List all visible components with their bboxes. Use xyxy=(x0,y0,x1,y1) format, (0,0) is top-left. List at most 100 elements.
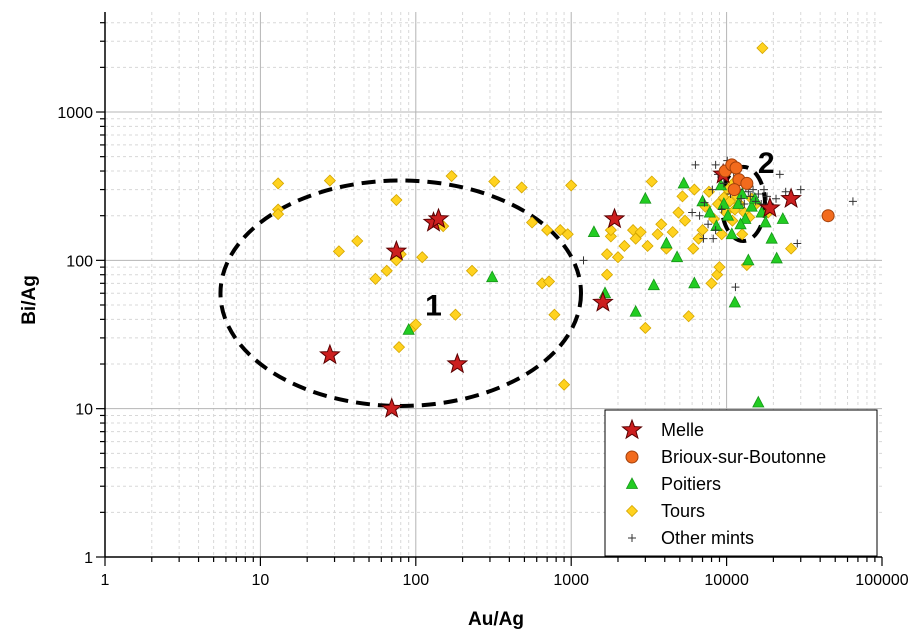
data-point xyxy=(737,194,746,203)
data-point xyxy=(746,192,755,201)
data-point xyxy=(542,275,556,288)
data-point xyxy=(445,169,458,183)
data-point xyxy=(700,198,709,207)
data-point xyxy=(678,214,692,227)
data-point xyxy=(765,231,778,244)
data-point xyxy=(660,236,673,249)
data-point xyxy=(600,248,614,261)
data-point xyxy=(691,160,700,169)
data-point xyxy=(793,239,802,248)
data-point xyxy=(676,190,689,203)
data-point xyxy=(785,242,798,255)
y-tick-label: 1 xyxy=(84,550,93,567)
data-point xyxy=(821,209,835,223)
data-point xyxy=(848,197,857,206)
data-point xyxy=(754,190,763,199)
data-point xyxy=(449,308,462,321)
data-point xyxy=(729,161,743,175)
data-point xyxy=(402,322,415,335)
data-point xyxy=(708,185,717,194)
data-point xyxy=(688,208,697,217)
y-tick-label: 10 xyxy=(75,402,93,419)
data-point xyxy=(717,197,731,209)
data-point xyxy=(446,352,469,374)
data-point xyxy=(666,226,679,239)
data-point xyxy=(734,217,747,230)
data-point xyxy=(727,183,741,197)
x-tick-label: 10 xyxy=(252,572,270,589)
data-point xyxy=(740,176,754,190)
data-point xyxy=(721,208,735,221)
data-point xyxy=(688,183,701,196)
axes xyxy=(96,12,883,566)
data-point xyxy=(351,234,364,248)
annotation-label: 1 xyxy=(425,290,442,323)
data-point xyxy=(748,191,762,204)
legend-label: Melle xyxy=(661,420,704,440)
legend-marker xyxy=(625,477,639,489)
data-point xyxy=(709,234,718,243)
data-point xyxy=(781,187,790,196)
data-point xyxy=(651,228,664,241)
data-point xyxy=(710,219,723,232)
data-point xyxy=(323,174,336,187)
legend-label: Poitiers xyxy=(661,474,721,494)
x-axis-title: Au/Ag xyxy=(468,609,524,630)
legend-item: Tours xyxy=(625,501,705,521)
data-point xyxy=(763,192,772,201)
data-point xyxy=(705,277,718,290)
data-point xyxy=(526,216,539,229)
data-point xyxy=(745,199,758,212)
data-point xyxy=(390,193,403,207)
data-point xyxy=(380,397,403,418)
data-point xyxy=(677,176,690,189)
data-point xyxy=(715,228,728,241)
data-point xyxy=(618,239,631,253)
data-point xyxy=(465,264,479,277)
x-tick-label: 100 xyxy=(402,572,429,589)
data-point xyxy=(759,196,781,218)
data-point xyxy=(558,378,571,391)
data-point xyxy=(488,175,501,188)
data-point xyxy=(682,310,695,323)
data-point xyxy=(717,205,726,214)
data-point xyxy=(332,245,345,258)
data-points xyxy=(272,41,857,418)
data-point xyxy=(728,295,742,308)
data-point xyxy=(780,187,802,209)
legend: Melle Brioux-sur-Boutonne Poitiers Tours Oth… xyxy=(604,409,878,557)
data-point xyxy=(672,206,685,219)
data-point xyxy=(703,205,716,218)
data-point xyxy=(751,197,760,206)
legend-item: Brioux-sur-Boutonne xyxy=(625,447,826,467)
data-point xyxy=(647,278,660,291)
data-point xyxy=(548,308,561,321)
data-point xyxy=(776,212,789,224)
data-point xyxy=(319,343,341,365)
data-point xyxy=(695,211,704,220)
annotation-layer: 12 xyxy=(218,147,775,408)
data-point xyxy=(723,195,736,208)
data-point xyxy=(565,179,578,192)
data-point xyxy=(719,179,728,188)
data-point xyxy=(739,212,752,224)
data-point xyxy=(699,234,708,243)
data-point xyxy=(770,251,783,264)
data-point xyxy=(639,321,652,335)
series-brioux-sur-boutonne xyxy=(718,158,835,223)
data-point xyxy=(736,228,749,241)
x-tick-label: 10000 xyxy=(704,572,749,589)
x-tick-label: 1000 xyxy=(553,572,589,589)
data-point xyxy=(592,291,614,312)
y-tick-label: 100 xyxy=(66,253,93,270)
y-axis-title: Bi/Ag xyxy=(19,275,40,325)
series-poitiers xyxy=(402,176,789,408)
data-point xyxy=(713,261,726,274)
legend-label: Tours xyxy=(661,501,705,521)
data-point xyxy=(711,226,720,235)
data-point xyxy=(587,225,601,238)
legend-marker xyxy=(621,418,643,440)
data-point xyxy=(725,227,738,240)
data-point xyxy=(554,223,567,237)
data-point xyxy=(759,215,772,228)
